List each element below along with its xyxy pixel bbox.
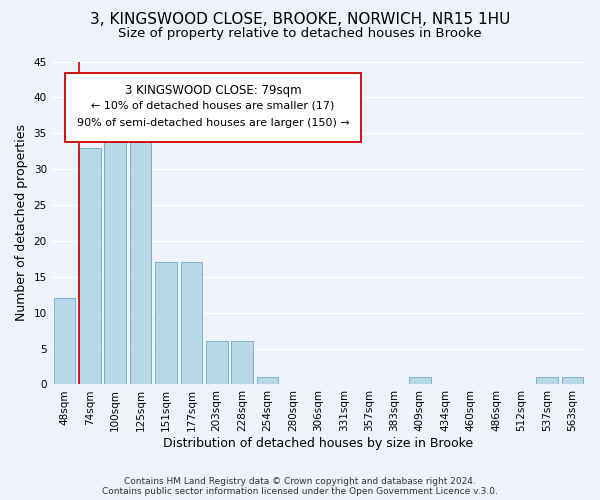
Text: 3 KINGSWOOD CLOSE: 79sqm: 3 KINGSWOOD CLOSE: 79sqm (125, 84, 301, 97)
Bar (79, 148, 101, 384)
Text: 90% of semi-detached houses are larger (150) →: 90% of semi-detached houses are larger (… (77, 118, 349, 128)
FancyBboxPatch shape (65, 73, 361, 142)
Bar (232, 342, 253, 384)
Text: 3, KINGSWOOD CLOSE, BROOKE, NORWICH, NR15 1HU: 3, KINGSWOOD CLOSE, BROOKE, NORWICH, NR1… (90, 12, 510, 28)
Bar (536, 378, 557, 384)
X-axis label: Distribution of detached houses by size in Brooke: Distribution of detached houses by size … (163, 437, 473, 450)
Bar (130, 119, 151, 384)
Text: Contains public sector information licensed under the Open Government Licence v.: Contains public sector information licen… (102, 486, 498, 496)
Text: Contains HM Land Registry data © Crown copyright and database right 2024.: Contains HM Land Registry data © Crown c… (124, 476, 476, 486)
Bar (104, 126, 126, 384)
Bar (562, 378, 583, 384)
Bar (53, 298, 75, 384)
Bar (155, 262, 177, 384)
Bar (206, 342, 227, 384)
Bar (257, 378, 278, 384)
Text: ← 10% of detached houses are smaller (17): ← 10% of detached houses are smaller (17… (91, 100, 335, 110)
Bar (181, 262, 202, 384)
Y-axis label: Number of detached properties: Number of detached properties (15, 124, 28, 322)
Bar (409, 378, 431, 384)
Text: Size of property relative to detached houses in Brooke: Size of property relative to detached ho… (118, 28, 482, 40)
